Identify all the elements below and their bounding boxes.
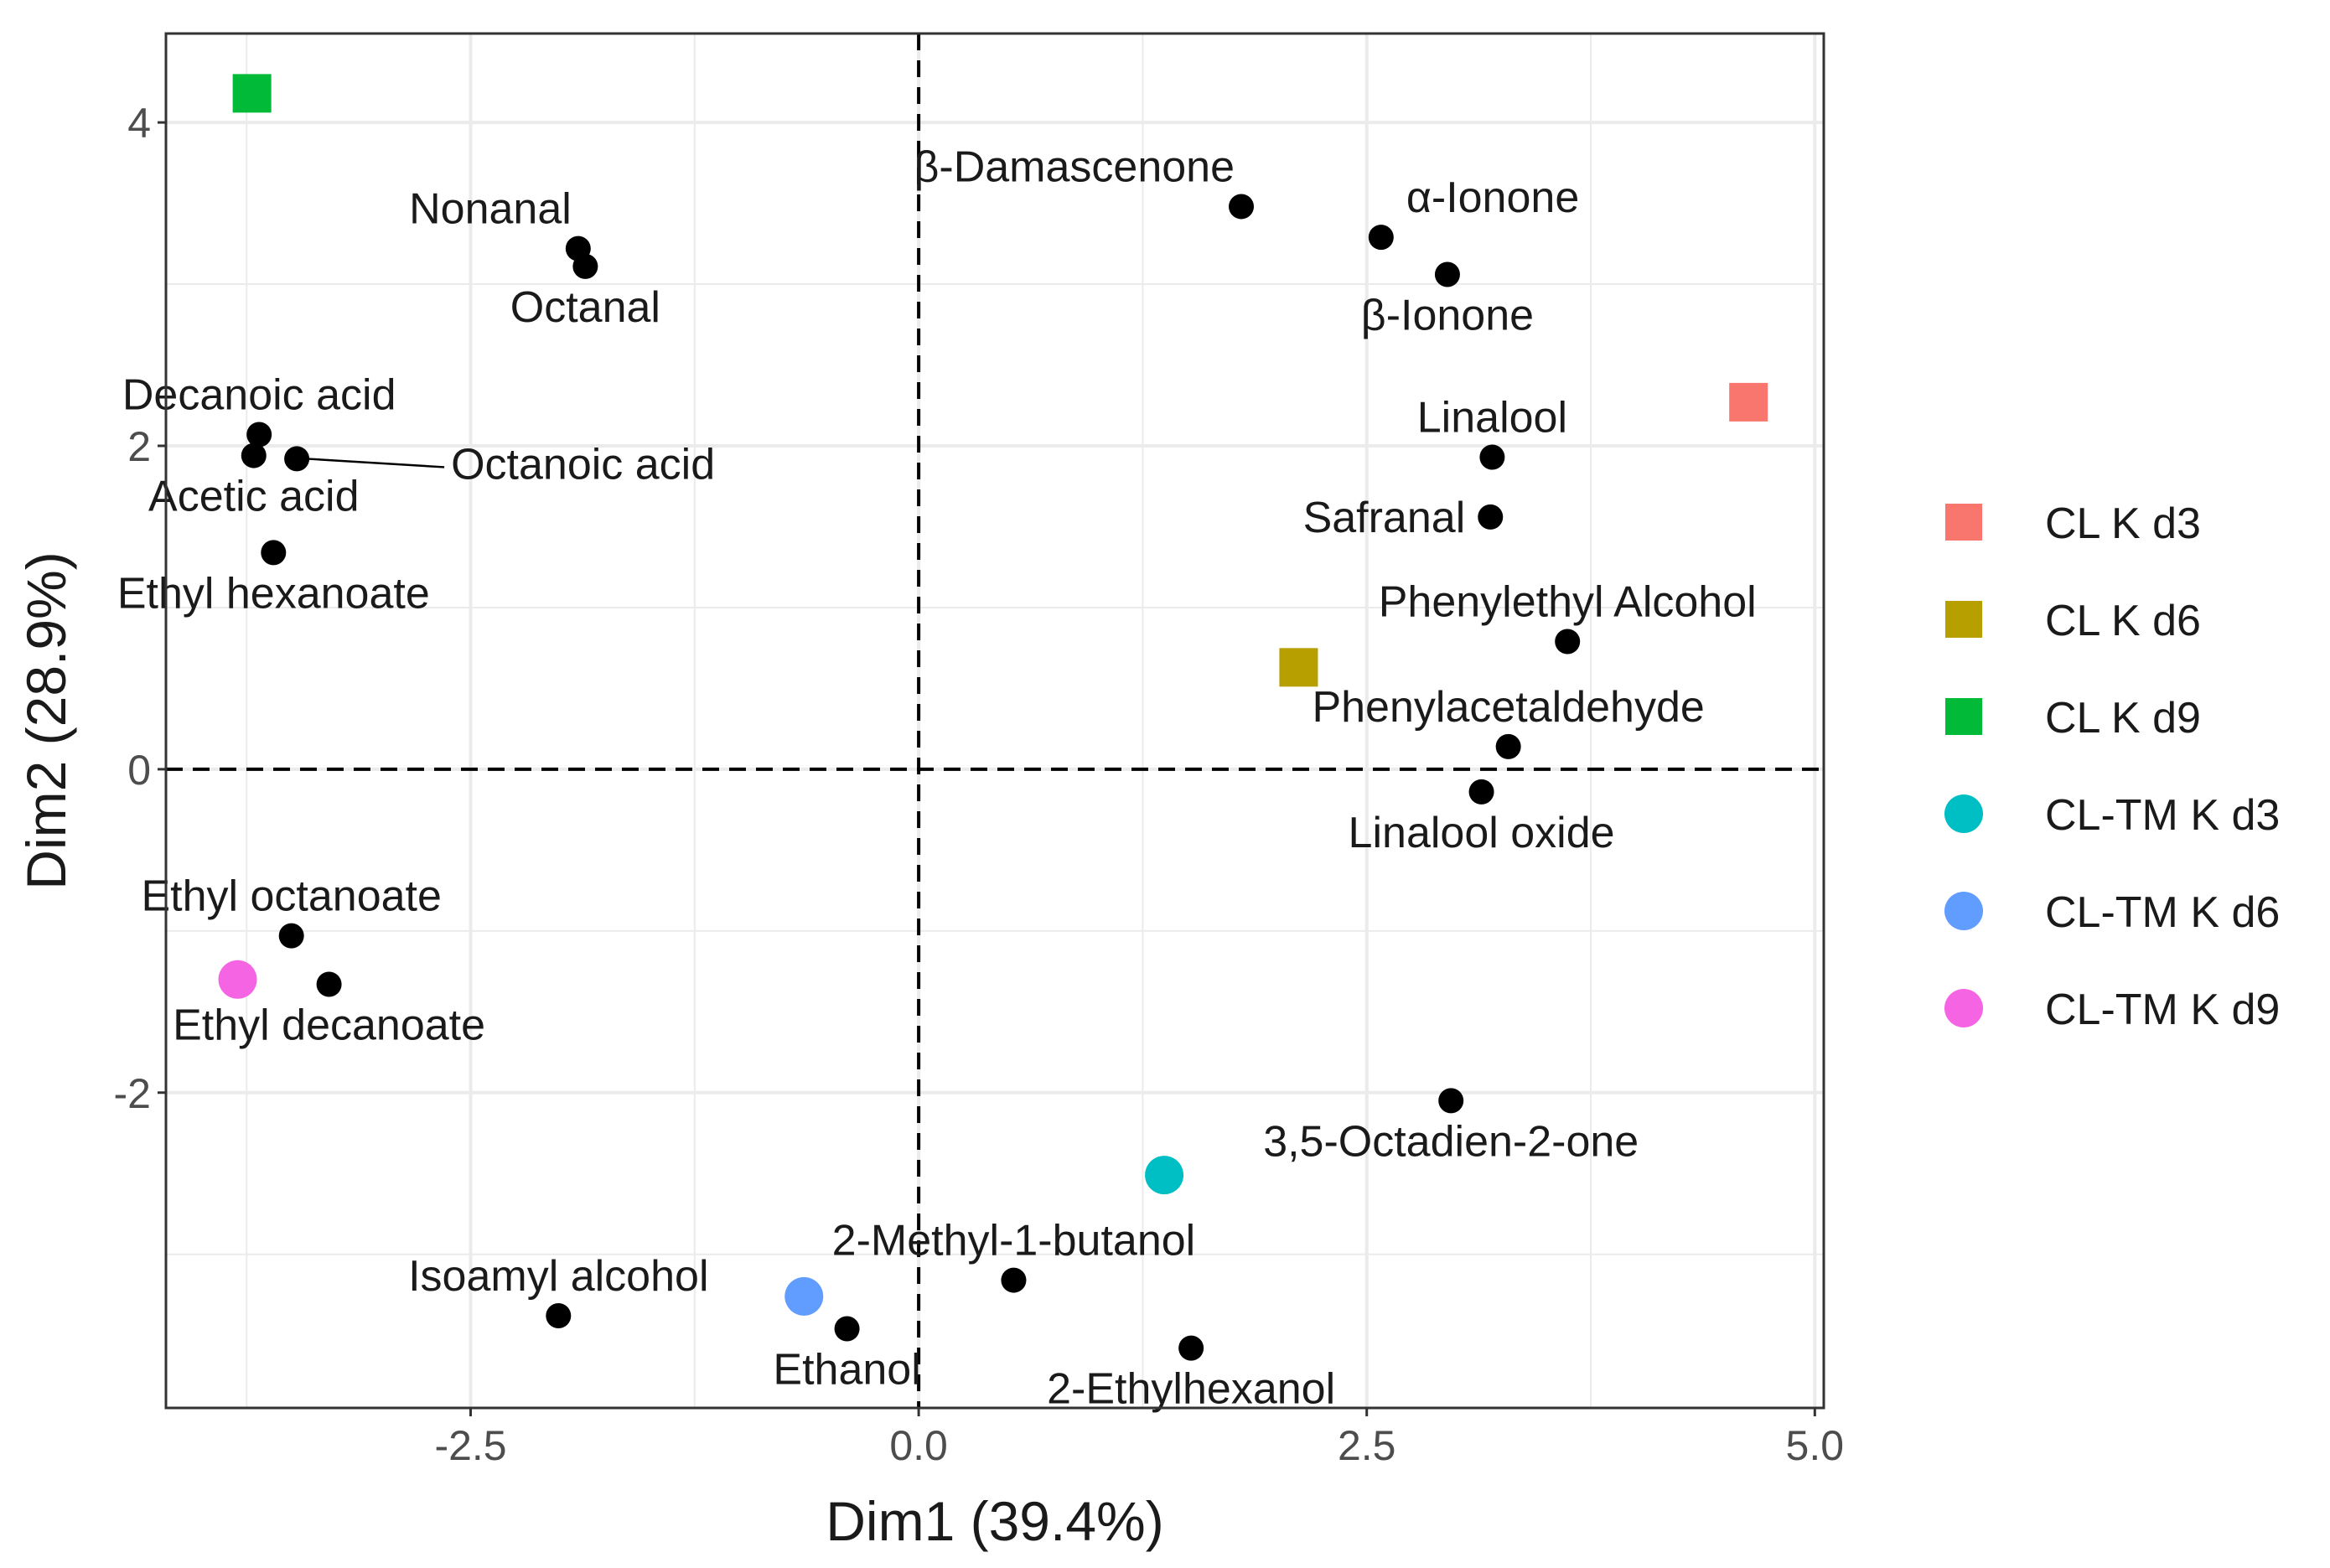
variable-point bbox=[1001, 1267, 1027, 1293]
variable-label: Ethyl decanoate bbox=[173, 1001, 485, 1049]
variable-label: Acetic acid bbox=[148, 473, 359, 521]
sample-marker-square bbox=[232, 74, 272, 113]
variable-point bbox=[246, 422, 272, 448]
variable-label: Phenylacetaldehyde bbox=[1312, 683, 1704, 732]
variable-points bbox=[241, 194, 1581, 1361]
plot-border bbox=[164, 32, 1825, 1410]
variable-point bbox=[1495, 733, 1521, 759]
legend-label: CL K d6 bbox=[2045, 597, 2201, 645]
variable-label: Ethyl octanoate bbox=[141, 872, 441, 921]
variable-point bbox=[1229, 194, 1255, 220]
legend-label: CL K d9 bbox=[2045, 694, 2201, 743]
variable-point bbox=[1478, 504, 1504, 530]
variable-label: β-Ionone bbox=[1361, 291, 1534, 339]
variable-point bbox=[1434, 261, 1460, 287]
variable-label: Isoamyl alcohol bbox=[408, 1252, 708, 1301]
variable-label: Decanoic acid bbox=[122, 370, 396, 419]
variable-label: Nonanal bbox=[409, 185, 572, 234]
legend-key-square bbox=[1945, 504, 1982, 541]
y-axis: -2 0 2 4 bbox=[114, 100, 166, 1117]
variable-label: Safranal bbox=[1303, 494, 1466, 542]
variable-point bbox=[1178, 1335, 1204, 1361]
variable-label: Phenylethyl Alcohol bbox=[1379, 577, 1757, 626]
variable-label: β-Damascenone bbox=[914, 142, 1235, 191]
x-tick-label: 0.0 bbox=[889, 1422, 948, 1469]
y-tick-label: -2 bbox=[114, 1070, 151, 1117]
variable-label: 3,5-Octadien-2-one bbox=[1263, 1117, 1639, 1166]
sample-markers bbox=[218, 74, 1768, 1316]
variable-point bbox=[1468, 779, 1494, 805]
label-leaders bbox=[307, 458, 445, 468]
x-tick-label: 5.0 bbox=[1786, 1422, 1845, 1469]
sample-marker-square bbox=[1279, 648, 1318, 687]
variable-point bbox=[284, 446, 310, 472]
sample-marker-circle bbox=[218, 960, 257, 999]
variable-point bbox=[261, 540, 287, 566]
variable-label: Linalool oxide bbox=[1349, 809, 1615, 857]
variable-label: 2-Ethylhexanol bbox=[1047, 1365, 1335, 1414]
legend-key-square bbox=[1945, 601, 1982, 638]
variable-label: 2-Methyl-1-butanol bbox=[832, 1217, 1196, 1265]
variable-point bbox=[572, 253, 598, 279]
legend-label: CL K d3 bbox=[2045, 499, 2201, 548]
variable-point bbox=[1438, 1088, 1464, 1114]
y-tick-label: 0 bbox=[127, 747, 151, 794]
y-tick-label: 2 bbox=[127, 423, 151, 470]
variable-labels: β-Damascenone α-Ionone β-Ionone Nonanal Octa… bbox=[117, 142, 1757, 1413]
legend-key-circle bbox=[1944, 989, 1983, 1027]
legend-key-square bbox=[1945, 698, 1982, 735]
variable-point bbox=[1368, 225, 1394, 251]
variable-point bbox=[316, 971, 342, 997]
y-axis-title: Dim2 (28.9%) bbox=[15, 551, 77, 889]
y-tick-label: 4 bbox=[127, 100, 151, 147]
legend-key-circle bbox=[1944, 794, 1983, 833]
legend-label: CL-TM K d6 bbox=[2045, 888, 2280, 937]
label-leader bbox=[307, 458, 445, 468]
plot-panel bbox=[166, 34, 1824, 1408]
variable-point bbox=[834, 1316, 860, 1342]
variable-point bbox=[1479, 444, 1505, 470]
legend: CL K d3 CL K d6 CL K d9 CL-TM K d3 CL-TM K d… bbox=[1944, 499, 2280, 1034]
variable-point bbox=[1555, 629, 1581, 655]
x-tick-label: 2.5 bbox=[1338, 1422, 1396, 1469]
reference-lines bbox=[166, 34, 1824, 1408]
x-axis: -2.5 0.0 2.5 5.0 bbox=[434, 1408, 1844, 1469]
sample-marker-circle bbox=[1145, 1156, 1184, 1195]
legend-key-circle bbox=[1944, 892, 1983, 930]
variable-label: Linalool bbox=[1417, 394, 1567, 442]
variable-label: Octanoic acid bbox=[451, 440, 715, 489]
variable-point bbox=[546, 1303, 572, 1329]
sample-marker-square bbox=[1729, 382, 1768, 422]
variable-point bbox=[278, 923, 304, 949]
variable-label: Octanal bbox=[510, 283, 660, 332]
variable-label: Ethanol bbox=[773, 1345, 920, 1394]
variable-label: α-Ionone bbox=[1406, 173, 1579, 222]
x-axis-title: Dim1 (39.4%) bbox=[826, 1490, 1163, 1552]
legend-label: CL-TM K d3 bbox=[2045, 791, 2280, 840]
legend-label: CL-TM K d9 bbox=[2045, 986, 2280, 1034]
variable-label: Ethyl hexanoate bbox=[117, 569, 430, 618]
variable-point bbox=[241, 442, 267, 468]
sample-marker-circle bbox=[784, 1276, 824, 1316]
x-tick-label: -2.5 bbox=[434, 1422, 506, 1469]
